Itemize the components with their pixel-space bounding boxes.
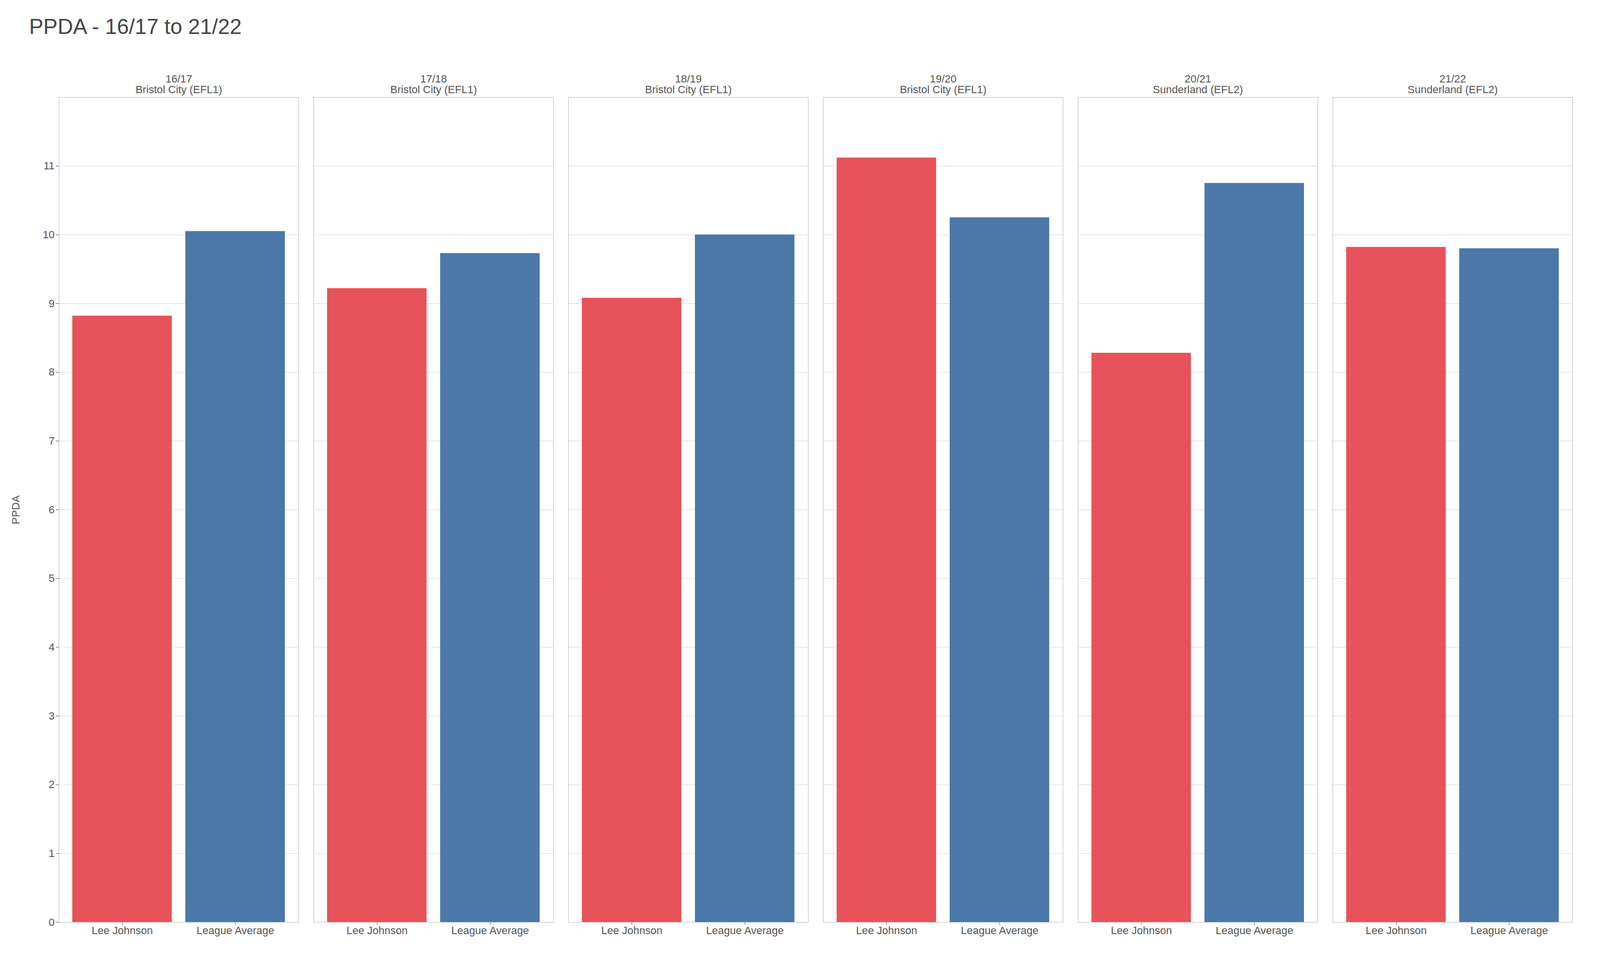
svg-text:1: 1 [48, 847, 55, 860]
svg-text:PPDA: PPDA [9, 494, 22, 525]
svg-text:5: 5 [48, 572, 55, 585]
svg-text:Lee Johnson: Lee Johnson [856, 924, 918, 937]
svg-text:Lee Johnson: Lee Johnson [601, 924, 663, 937]
svg-text:League Average: League Average [960, 924, 1039, 937]
svg-text:Lee Johnson: Lee Johnson [1365, 924, 1427, 937]
svg-text:11: 11 [43, 159, 55, 172]
svg-text:18/19Bristol City (EFL1): 18/19Bristol City (EFL1) [644, 72, 732, 96]
svg-text:League Average: League Average [451, 924, 529, 937]
svg-text:League Average: League Average [706, 924, 784, 937]
svg-text:2: 2 [48, 778, 55, 791]
svg-text:League Average: League Average [196, 924, 275, 937]
svg-text:Lee Johnson: Lee Johnson [1110, 924, 1172, 937]
html-text:PPDA - 16/17 to 21/22: PPDA - 16/17 to 21/22 [29, 14, 242, 39]
svg-text:19/20Bristol City (EFL1): 19/20Bristol City (EFL1) [899, 72, 987, 96]
svg-text:4: 4 [48, 641, 55, 654]
svg-text:10: 10 [42, 228, 55, 241]
svg-text:0: 0 [48, 916, 55, 929]
svg-text:20/21Sunderland (EFL2): 20/21Sunderland (EFL2) [1153, 72, 1244, 96]
svg-text:League Average: League Average [1215, 924, 1294, 937]
svg-text:Lee Johnson: Lee Johnson [346, 924, 408, 937]
svg-text:8: 8 [48, 365, 55, 379]
svg-text:17/18Bristol City (EFL1): 17/18Bristol City (EFL1) [390, 72, 477, 96]
svg-text:Lee Johnson: Lee Johnson [91, 924, 153, 937]
svg-text:9: 9 [48, 297, 55, 310]
svg-text:16/17Bristol City (EFL1): 16/17Bristol City (EFL1) [135, 72, 222, 96]
svg-text:21/22Sunderland (EFL2): 21/22Sunderland (EFL2) [1407, 72, 1499, 96]
svg-text:6: 6 [48, 503, 55, 516]
svg-text:3: 3 [48, 709, 55, 723]
svg-text:7: 7 [48, 434, 55, 447]
svg-text:League Average: League Average [1470, 924, 1549, 937]
